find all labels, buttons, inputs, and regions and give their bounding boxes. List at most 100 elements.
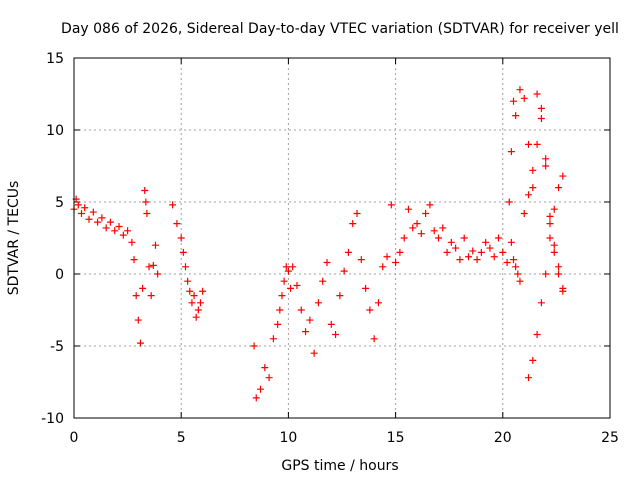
data-point — [529, 166, 537, 174]
data-point — [559, 172, 567, 180]
data-point — [106, 218, 114, 226]
data-points — [70, 86, 567, 402]
data-point — [252, 394, 260, 402]
x-tick-label: 20 — [494, 430, 512, 446]
data-point — [537, 104, 545, 112]
x-tick-label: 10 — [279, 430, 297, 446]
data-point — [400, 234, 408, 242]
x-tick-label: 5 — [177, 430, 186, 446]
data-point — [550, 241, 558, 249]
data-point — [546, 234, 554, 242]
plot-frame — [73, 57, 611, 419]
data-point — [529, 356, 537, 364]
data-point — [505, 198, 513, 206]
data-point — [370, 335, 378, 343]
data-point — [332, 330, 340, 338]
data-point — [344, 248, 352, 256]
data-point — [353, 210, 361, 218]
data-point — [327, 320, 335, 328]
data-point — [179, 248, 187, 256]
data-point — [514, 270, 522, 278]
data-point — [141, 186, 149, 194]
data-point — [306, 316, 314, 324]
data-point — [520, 94, 528, 102]
data-point — [169, 201, 177, 209]
y-tick-label: 10 — [46, 123, 64, 139]
data-point — [287, 284, 295, 292]
data-point — [336, 292, 344, 300]
data-point — [362, 284, 370, 292]
data-point — [111, 227, 119, 235]
data-point — [349, 220, 357, 228]
data-point — [533, 330, 541, 338]
data-point — [379, 263, 387, 271]
data-point — [184, 277, 192, 285]
data-point — [430, 227, 438, 235]
data-point — [434, 234, 442, 242]
data-point — [510, 256, 518, 264]
data-point — [192, 313, 200, 321]
data-point — [319, 277, 327, 285]
data-point — [516, 277, 524, 285]
data-point — [154, 270, 162, 278]
data-point — [555, 263, 563, 271]
data-point — [542, 155, 550, 163]
data-point — [186, 287, 194, 295]
data-point — [374, 299, 382, 307]
y-tick-label: 15 — [46, 51, 64, 67]
data-point — [383, 253, 391, 261]
data-point — [525, 140, 533, 148]
y-axis-label: SDTVAR / TECUs — [6, 181, 22, 296]
data-point — [443, 248, 451, 256]
data-point — [119, 231, 127, 239]
data-point — [124, 227, 132, 235]
data-point — [396, 248, 404, 256]
data-point — [490, 253, 498, 261]
data-point — [482, 238, 490, 246]
data-point — [89, 208, 97, 216]
data-point — [525, 191, 533, 199]
data-point — [282, 263, 290, 271]
data-point — [387, 201, 395, 209]
data-point — [520, 210, 528, 218]
data-point — [136, 339, 144, 347]
data-point — [426, 201, 434, 209]
data-point — [555, 184, 563, 192]
data-point — [542, 270, 550, 278]
data-point — [74, 201, 82, 209]
data-point — [310, 349, 318, 357]
data-point — [265, 374, 273, 382]
data-point — [289, 263, 297, 271]
data-point — [78, 210, 86, 218]
x-tick-label: 0 — [70, 430, 79, 446]
data-point — [417, 230, 425, 238]
data-point — [196, 299, 204, 307]
data-point — [510, 97, 518, 105]
data-point — [314, 299, 322, 307]
data-point — [81, 204, 89, 212]
data-point — [284, 267, 292, 275]
data-point — [366, 306, 374, 314]
y-tick-label: -5 — [50, 339, 64, 355]
data-point — [142, 198, 150, 206]
data-point — [512, 112, 520, 120]
data-point — [533, 90, 541, 98]
data-point — [477, 248, 485, 256]
data-point — [452, 244, 460, 252]
data-point — [413, 220, 421, 228]
data-point — [269, 335, 277, 343]
data-point — [512, 263, 520, 271]
data-point — [495, 234, 503, 242]
data-point — [507, 148, 515, 156]
data-point — [98, 214, 106, 222]
x-tick-label: 15 — [387, 430, 405, 446]
data-point — [550, 248, 558, 256]
data-point — [357, 256, 365, 264]
data-point — [439, 224, 447, 232]
data-point — [516, 86, 524, 94]
data-point — [102, 224, 110, 232]
y-tick-labels: -10 -5 0 5 10 15 — [41, 51, 64, 427]
data-point — [533, 140, 541, 148]
